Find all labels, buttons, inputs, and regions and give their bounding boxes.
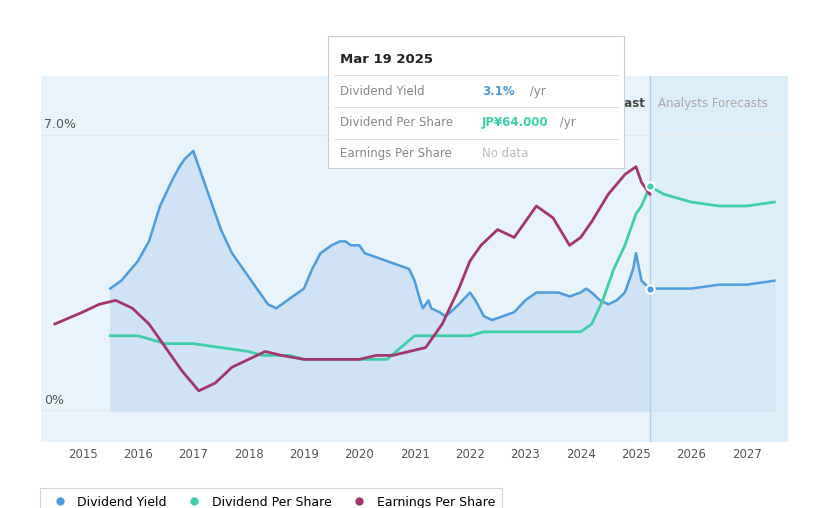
Text: Analysts Forecasts: Analysts Forecasts [658,97,768,110]
Text: 3.1%: 3.1% [482,84,515,98]
Text: Past: Past [617,97,645,110]
Text: Dividend Per Share: Dividend Per Share [340,116,453,129]
Text: /yr: /yr [556,116,576,129]
Text: JP¥64.000: JP¥64.000 [482,116,548,129]
Text: 0%: 0% [44,394,64,406]
Text: /yr: /yr [526,84,546,98]
Text: Earnings Per Share: Earnings Per Share [340,147,452,160]
Bar [649,76,788,442]
Bar [41,76,649,442]
Legend: Dividend Yield, Dividend Per Share, Earnings Per Share: Dividend Yield, Dividend Per Share, Earn… [40,488,502,508]
Text: No data: No data [482,147,529,160]
Text: 7.0%: 7.0% [44,118,76,131]
Text: Mar 19 2025: Mar 19 2025 [340,53,433,66]
Text: Dividend Yield: Dividend Yield [340,84,424,98]
